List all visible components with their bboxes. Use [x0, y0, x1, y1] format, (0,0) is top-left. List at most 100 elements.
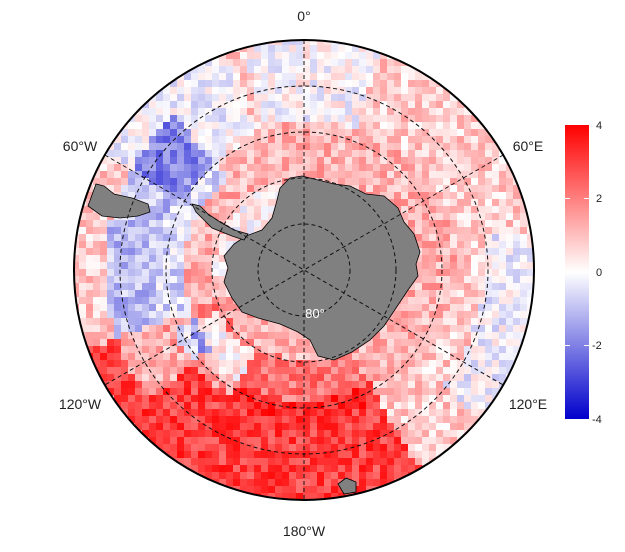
anomaly-cell [429, 381, 437, 389]
anomaly-cell [359, 185, 367, 193]
colorbar-tick-label: 2 [596, 193, 602, 205]
anomaly-cell [128, 283, 136, 291]
anomaly-cell [450, 171, 458, 179]
anomaly-cell [275, 45, 283, 53]
anomaly-cell [205, 318, 213, 326]
anomaly-cell [107, 304, 115, 312]
anomaly-cell [212, 227, 220, 235]
anomaly-cell [450, 185, 458, 193]
anomaly-cell [464, 108, 472, 116]
anomaly-cell [219, 192, 227, 200]
anomaly-cell [233, 416, 241, 424]
anomaly-cell [128, 164, 136, 172]
anomaly-cell [128, 332, 136, 340]
anomaly-cell [205, 374, 213, 382]
anomaly-cell [310, 416, 318, 424]
anomaly-cell [205, 458, 213, 466]
anomaly-cell [387, 374, 395, 382]
anomaly-cell [317, 171, 325, 179]
anomaly-cell [310, 157, 318, 165]
anomaly-cell [142, 283, 150, 291]
anomaly-cell [233, 472, 241, 480]
anomaly-cell [513, 283, 521, 291]
anomaly-cell [478, 136, 486, 144]
anomaly-cell [394, 73, 402, 81]
anomaly-cell [401, 395, 409, 403]
anomaly-cell [233, 311, 241, 319]
anomaly-cell [163, 115, 171, 123]
anomaly-cell [233, 304, 241, 312]
anomaly-cell [149, 122, 157, 130]
anomaly-cell [247, 66, 255, 74]
anomaly-cell [289, 136, 297, 144]
anomaly-cell [415, 360, 423, 368]
anomaly-cell [233, 157, 241, 165]
anomaly-cell [282, 374, 290, 382]
anomaly-cell [135, 423, 143, 431]
anomaly-cell [380, 52, 388, 60]
anomaly-cell [422, 430, 430, 438]
anomaly-cell [135, 402, 143, 410]
anomaly-cell [485, 367, 493, 375]
anomaly-cell [100, 157, 108, 165]
anomaly-cell [198, 304, 206, 312]
anomaly-cell [149, 339, 157, 347]
anomaly-cell [408, 444, 416, 452]
anomaly-cell [240, 192, 248, 200]
anomaly-cell [338, 164, 346, 172]
anomaly-cell [219, 262, 227, 270]
anomaly-cell [380, 339, 388, 347]
anomaly-cell [191, 143, 199, 151]
anomaly-cell [387, 444, 395, 452]
anomaly-cell [177, 423, 185, 431]
anomaly-cell [457, 185, 465, 193]
anomaly-cell [429, 101, 437, 109]
anomaly-cell [506, 332, 514, 340]
anomaly-cell [471, 416, 479, 424]
anomaly-cell [408, 423, 416, 431]
anomaly-cell [254, 486, 262, 494]
anomaly-cell [135, 332, 143, 340]
anomaly-cell [471, 269, 479, 277]
south-america-tip [87, 183, 151, 219]
anomaly-cell [359, 416, 367, 424]
anomaly-cell [464, 157, 472, 165]
anomaly-cell [324, 87, 332, 95]
anomaly-cell [177, 171, 185, 179]
anomaly-cell [163, 171, 171, 179]
anomaly-cell [324, 458, 332, 466]
anomaly-cell [184, 367, 192, 375]
anomaly-cell [205, 255, 213, 263]
anomaly-cell [352, 101, 360, 109]
anomaly-cell [114, 143, 122, 151]
anomaly-cell [268, 136, 276, 144]
anomaly-cell [478, 402, 486, 410]
anomaly-cell [205, 157, 213, 165]
anomaly-cell [233, 87, 241, 95]
anomaly-cell [170, 115, 178, 123]
anomaly-cell [170, 101, 178, 109]
anomaly-cell [86, 255, 94, 263]
anomaly-cell [219, 73, 227, 81]
anomaly-cell [324, 451, 332, 459]
anomaly-cell [422, 409, 430, 417]
graticule [104, 40, 504, 500]
anomaly-cell [296, 339, 304, 347]
anomaly-cell [261, 381, 269, 389]
anomaly-cell [275, 164, 283, 172]
anomaly-cell [296, 395, 304, 403]
anomaly-cell [226, 157, 234, 165]
anomaly-cell [261, 486, 269, 494]
anomaly-cell [457, 115, 465, 123]
anomaly-cell [156, 108, 164, 116]
anomaly-cell [282, 395, 290, 403]
anomaly-cell [436, 409, 444, 417]
anomaly-cell [499, 276, 507, 284]
anomaly-cell [408, 458, 416, 466]
anomaly-cell [149, 206, 157, 214]
anomaly-cell [156, 402, 164, 410]
anomaly-cell [261, 150, 269, 158]
anomaly-cell [226, 472, 234, 480]
anomaly-cell [443, 367, 451, 375]
anomaly-cell [317, 416, 325, 424]
